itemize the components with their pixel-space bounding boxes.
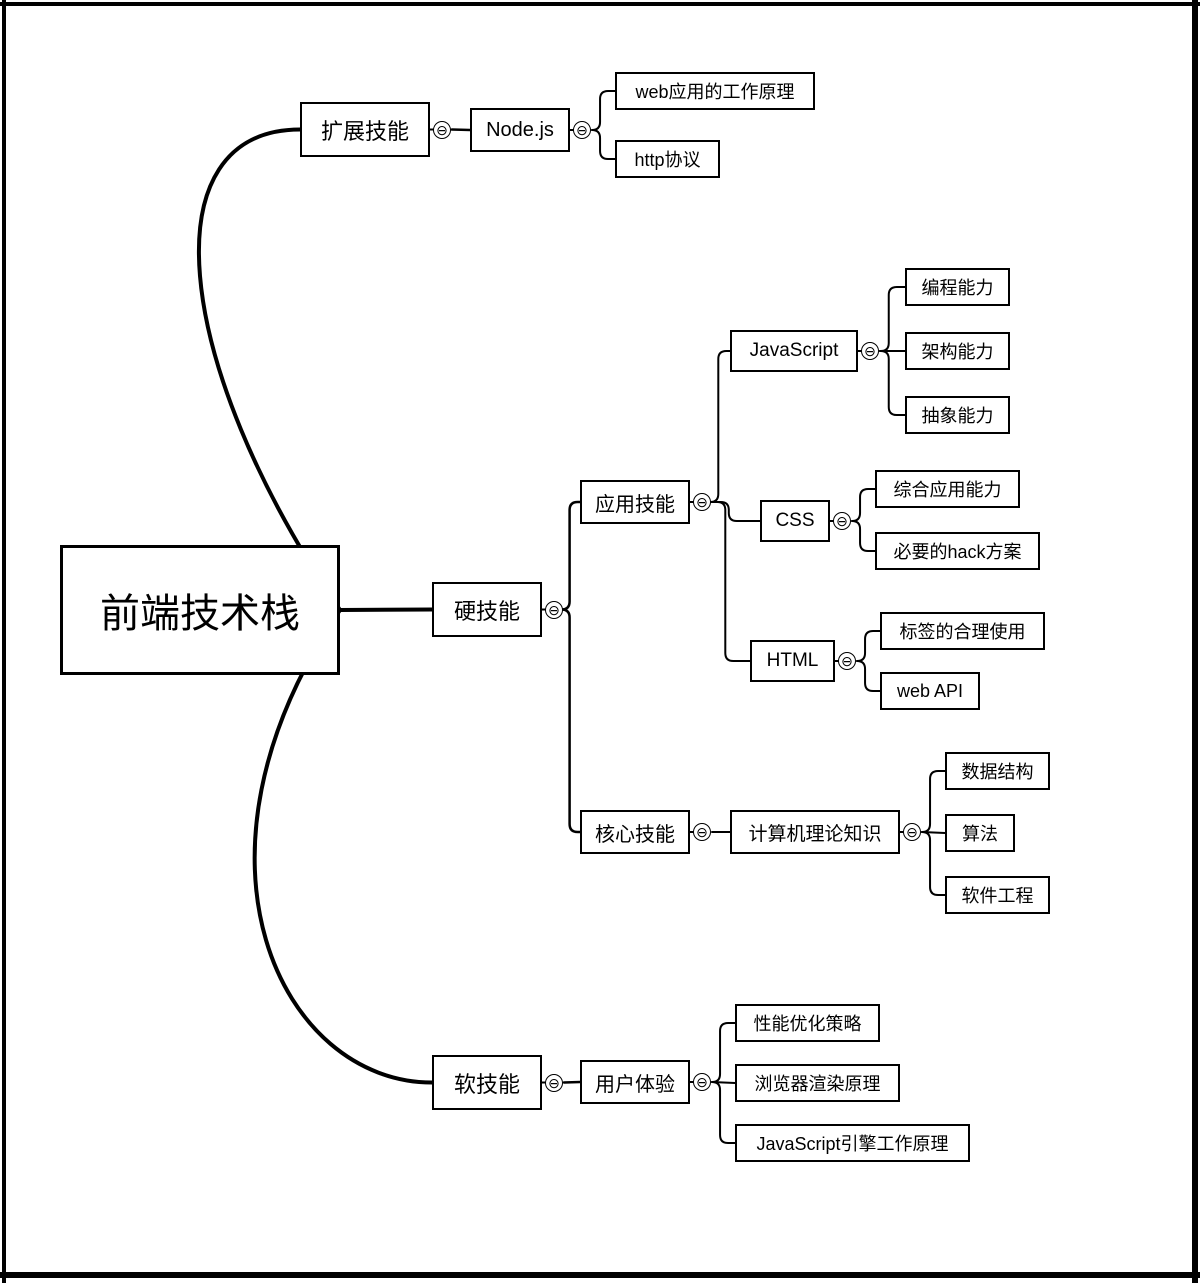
node-theory[interactable]: 计算机理论知识: [730, 810, 900, 854]
node-root[interactable]: 前端技术栈: [60, 545, 340, 675]
collapse-ux[interactable]: ⊖: [693, 1073, 711, 1091]
node-comp[interactable]: 综合应用能力: [875, 470, 1020, 508]
node-perf[interactable]: 性能优化策略: [735, 1004, 880, 1042]
node-js[interactable]: JavaScript: [730, 330, 858, 372]
collapse-ext[interactable]: ⊖: [433, 121, 451, 139]
collapse-hard[interactable]: ⊖: [545, 601, 563, 619]
collapse-theory[interactable]: ⊖: [903, 823, 921, 841]
collapse-js[interactable]: ⊖: [861, 342, 879, 360]
node-arch[interactable]: 架构能力: [905, 332, 1010, 370]
node-app[interactable]: 应用技能: [580, 480, 690, 524]
node-soft[interactable]: 软技能: [432, 1055, 542, 1110]
node-se[interactable]: 软件工程: [945, 876, 1050, 914]
node-core[interactable]: 核心技能: [580, 810, 690, 854]
node-abstr[interactable]: 抽象能力: [905, 396, 1010, 434]
node-tags[interactable]: 标签的合理使用: [880, 612, 1045, 650]
node-prog[interactable]: 编程能力: [905, 268, 1010, 306]
node-ext[interactable]: 扩展技能: [300, 102, 430, 157]
node-html[interactable]: HTML: [750, 640, 835, 682]
node-node[interactable]: Node.js: [470, 108, 570, 152]
collapse-core[interactable]: ⊖: [693, 823, 711, 841]
collapse-css[interactable]: ⊖: [833, 512, 851, 530]
node-css[interactable]: CSS: [760, 500, 830, 542]
node-ds[interactable]: 数据结构: [945, 752, 1050, 790]
node-webapp[interactable]: web应用的工作原理: [615, 72, 815, 110]
collapse-soft[interactable]: ⊖: [545, 1074, 563, 1092]
collapse-app[interactable]: ⊖: [693, 493, 711, 511]
collapse-node[interactable]: ⊖: [573, 121, 591, 139]
node-ux[interactable]: 用户体验: [580, 1060, 690, 1104]
node-http[interactable]: http协议: [615, 140, 720, 178]
node-hard[interactable]: 硬技能: [432, 582, 542, 637]
node-jseng[interactable]: JavaScript引擎工作原理: [735, 1124, 970, 1162]
node-render[interactable]: 浏览器渲染原理: [735, 1064, 900, 1102]
node-webapi[interactable]: web API: [880, 672, 980, 710]
node-hack[interactable]: 必要的hack方案: [875, 532, 1040, 570]
node-algo[interactable]: 算法: [945, 814, 1015, 852]
collapse-html[interactable]: ⊖: [838, 652, 856, 670]
